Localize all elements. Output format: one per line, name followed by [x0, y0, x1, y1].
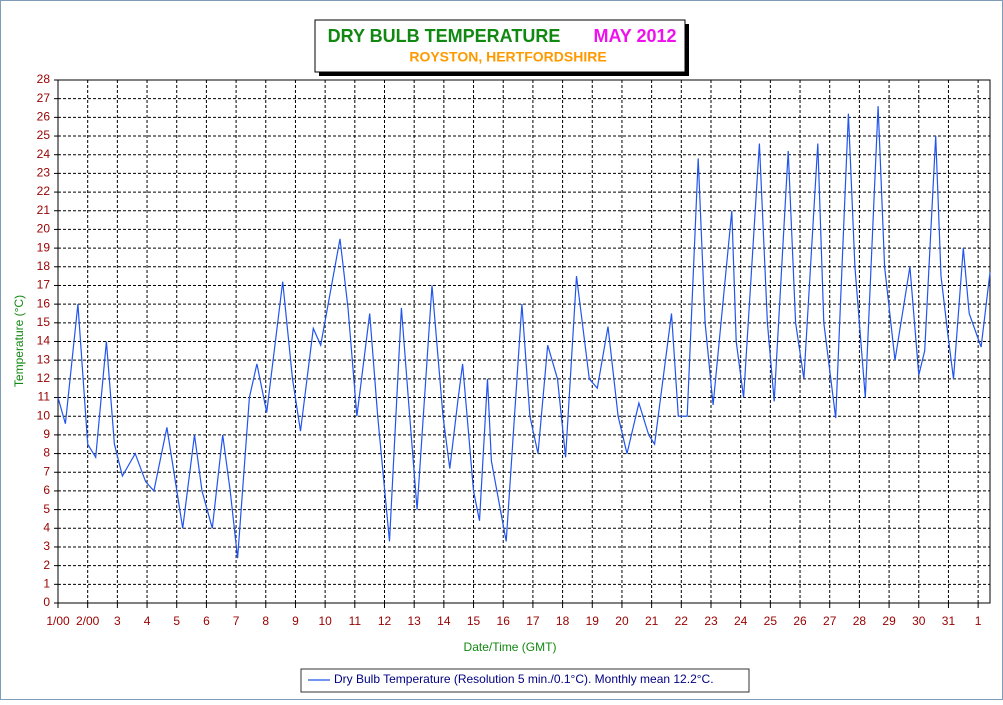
x-tick-label: 9 — [292, 614, 299, 628]
chart-subtitle: ROYSTON, HERTFORDSHIRE — [409, 49, 606, 65]
x-tick-label: 24 — [734, 614, 748, 628]
chart-title: DRY BULB TEMPERATURE — [328, 26, 561, 46]
x-tick-label: 31 — [942, 614, 956, 628]
x-axis-label: Date/Time (GMT) — [464, 640, 557, 654]
x-tick-label: 23 — [704, 614, 718, 628]
x-tick-label: 5 — [173, 614, 180, 628]
x-tick-label: 17 — [526, 614, 540, 628]
x-tick-label: 10 — [318, 614, 332, 628]
y-tick-label: 16 — [37, 296, 51, 310]
y-tick-label: 18 — [37, 259, 51, 273]
x-tick-label: 25 — [764, 614, 778, 628]
legend-label: Dry Bulb Temperature (Resolution 5 min./… — [334, 672, 714, 686]
x-tick-label: 3 — [114, 614, 121, 628]
y-tick-label: 3 — [43, 539, 50, 553]
y-tick-label: 28 — [37, 72, 51, 86]
y-tick-label: 24 — [37, 147, 51, 161]
x-tick-label: 27 — [823, 614, 837, 628]
y-tick-label: 6 — [43, 483, 50, 497]
y-tick-label: 14 — [37, 334, 51, 348]
y-tick-label: 8 — [43, 446, 50, 460]
y-axis-label: Temperature (°C) — [12, 295, 26, 387]
x-tick-label: 4 — [144, 614, 151, 628]
data-line — [57, 106, 991, 559]
y-tick-label: 26 — [37, 110, 51, 124]
legend-box — [300, 668, 750, 693]
y-tick-label: 11 — [38, 390, 51, 404]
y-tick-label: 5 — [43, 502, 50, 516]
x-tick-label: 15 — [467, 614, 481, 628]
y-tick-label: 25 — [37, 128, 51, 142]
x-tick-label: 21 — [645, 614, 659, 628]
x-tick-label: 8 — [262, 614, 269, 628]
x-tick-label: 11 — [349, 614, 362, 628]
y-tick-label: 9 — [43, 427, 50, 441]
x-tick-label: 20 — [615, 614, 629, 628]
x-tick-label: 28 — [853, 614, 867, 628]
y-tick-label: 7 — [43, 464, 50, 478]
y-tick-label: 20 — [37, 222, 51, 236]
y-tick-label: 23 — [37, 166, 51, 180]
x-tick-label: 1/00 — [46, 614, 70, 628]
y-tick-label: 10 — [37, 408, 51, 422]
y-tick-label: 17 — [37, 278, 51, 292]
x-tick-label: 7 — [233, 614, 240, 628]
x-tick-label: 22 — [675, 614, 689, 628]
y-tick-label: 4 — [43, 520, 50, 534]
x-tick-label: 29 — [882, 614, 896, 628]
chart-title-month: MAY 2012 — [593, 26, 676, 46]
title-box — [314, 19, 686, 73]
y-tick-label: 12 — [37, 371, 51, 385]
x-tick-label: 26 — [793, 614, 807, 628]
x-tick-label: 6 — [203, 614, 210, 628]
x-tick-label: 2/00 — [76, 614, 100, 628]
y-tick-label: 1 — [43, 576, 50, 590]
y-tick-label: 19 — [37, 240, 51, 254]
y-tick-label: 22 — [37, 184, 51, 198]
x-tick-label: 1 — [975, 614, 982, 628]
x-tick-label: 30 — [912, 614, 926, 628]
x-tick-label: 16 — [497, 614, 511, 628]
x-tick-label: 14 — [437, 614, 451, 628]
y-tick-label: 2 — [43, 558, 50, 572]
y-tick-label: 21 — [37, 203, 51, 217]
y-tick-label: 0 — [43, 595, 50, 609]
y-tick-label: 27 — [37, 91, 51, 105]
y-tick-label: 15 — [37, 315, 51, 329]
x-tick-label: 12 — [378, 614, 392, 628]
y-tick-label: 13 — [37, 352, 51, 366]
x-tick-label: 18 — [556, 614, 570, 628]
x-tick-label: 19 — [586, 614, 600, 628]
plot-frame — [57, 79, 991, 604]
x-tick-label: 13 — [407, 614, 421, 628]
